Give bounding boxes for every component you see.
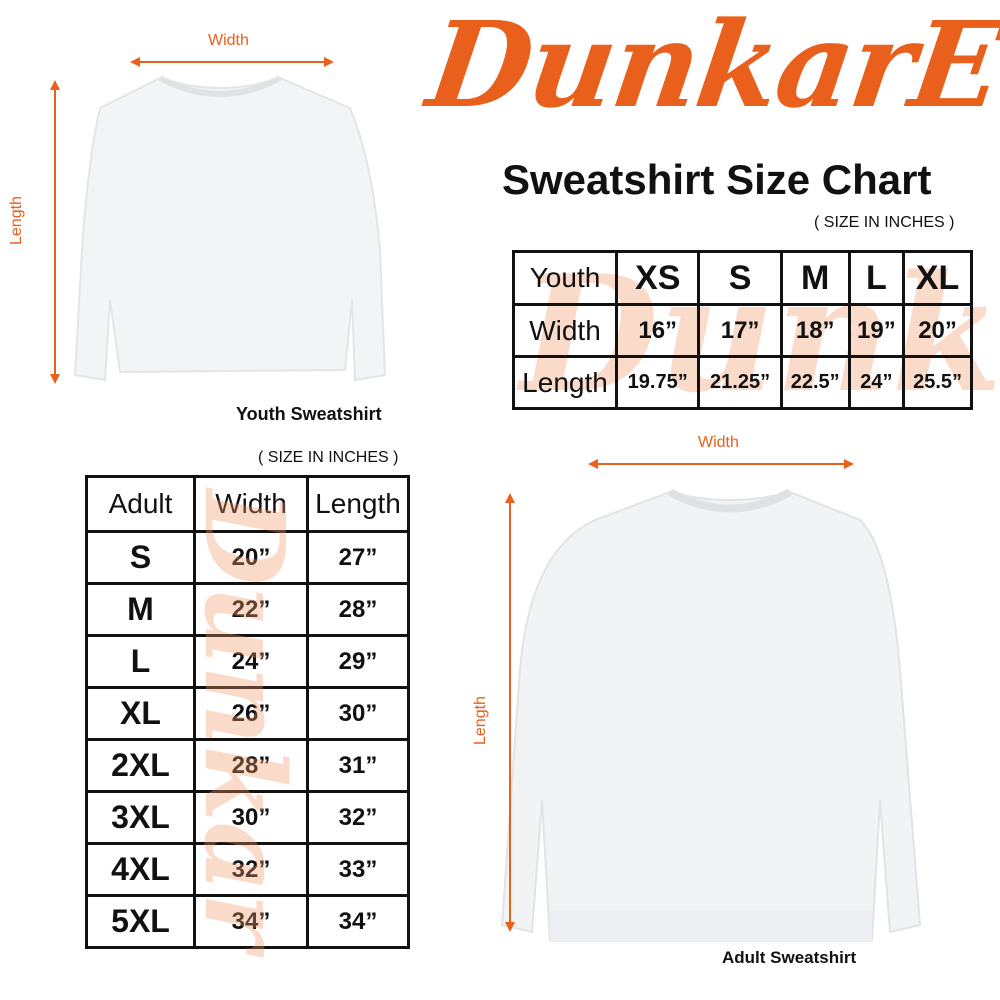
youth-length-label: Length [8,196,25,245]
adult-units-note: ( SIZE IN INCHES ) [258,449,399,466]
cell: 33” [306,842,410,897]
table-row: L 24” 29” [85,634,410,689]
cell: 21.25” [697,355,783,410]
cell: 32” [193,842,309,897]
row-label: L [85,634,196,689]
header-cell: Youth [512,250,618,306]
table-row: 5XL 34” 34” [85,894,410,949]
cell: 20” [193,530,309,585]
page-title: Sweatshirt Size Chart [502,156,932,203]
adult-width-label: Width [698,434,739,451]
table-row: 3XL 30” 32” [85,790,410,845]
cell: 28” [306,582,410,637]
header-cell: Length [306,475,410,533]
row-label: Width [512,303,618,358]
header-cell: XS [614,250,701,306]
header-cell: S [697,250,783,306]
cell: 24” [193,634,309,689]
header-cell: L [847,250,906,306]
row-label: S [85,530,196,585]
cell: 19” [847,303,906,358]
header-cell: Width [193,475,309,533]
row-label: M [85,582,196,637]
brand-logo: DunkarE [420,0,1000,134]
row-label: 4XL [85,842,196,897]
row-label: Length [512,355,618,410]
row-label: 5XL [85,894,196,949]
cell: 29” [306,634,410,689]
youth-shirt-diagram [50,57,387,384]
cell: 34” [193,894,309,949]
row-label: 3XL [85,790,196,845]
header-cell: M [779,250,851,306]
adult-size-table: Adult Width Length S 20” 27” M 22” 28” L 24” 29”… [85,475,410,949]
cell: 27” [306,530,410,585]
cell: 20” [902,303,973,358]
cell: 19.75” [614,355,701,410]
cell: 25.5” [902,355,973,410]
table-row: XL 26” 30” [85,686,410,741]
row-label: 2XL [85,738,196,793]
youth-caption: Youth Sweatshirt [236,404,382,424]
table-row: M 22” 28” [85,582,410,637]
cell: 16” [614,303,701,358]
adult-sweatshirt-image [500,490,922,941]
table-row: S 20” 27” [85,530,410,585]
table-header-row: Youth XS S M L XL [512,250,973,306]
cell: 26” [193,686,309,741]
table-row: Length 19.75” 21.25” 22.5” 24” 25.5” [512,355,973,410]
youth-size-table: Youth XS S M L XL Width 16” 17” 18” 19” … [512,250,973,410]
youth-units-note: ( SIZE IN INCHES ) [814,214,955,231]
cell: 22” [193,582,309,637]
cell: 18” [779,303,851,358]
table-row: Width 16” 17” 18” 19” 20” [512,303,973,358]
header-cell: XL [902,250,973,306]
table-row: 2XL 28” 31” [85,738,410,793]
youth-width-label: Width [208,32,249,49]
cell: 30” [193,790,309,845]
cell: 34” [306,894,410,949]
youth-sweatshirt-image [73,76,387,382]
adult-caption: Adult Sweatshirt [722,948,857,967]
table-row: 4XL 32” 33” [85,842,410,897]
cell: 31” [306,738,410,793]
adult-length-label: Length [472,696,489,745]
cell: 32” [306,790,410,845]
adult-shirt-diagram [500,459,922,942]
cell: 22.5” [779,355,851,410]
cell: 30” [306,686,410,741]
cell: 24” [847,355,906,410]
table-header-row: Adult Width Length [85,475,410,533]
header-cell: Adult [85,475,196,533]
row-label: XL [85,686,196,741]
cell: 28” [193,738,309,793]
cell: 17” [697,303,783,358]
